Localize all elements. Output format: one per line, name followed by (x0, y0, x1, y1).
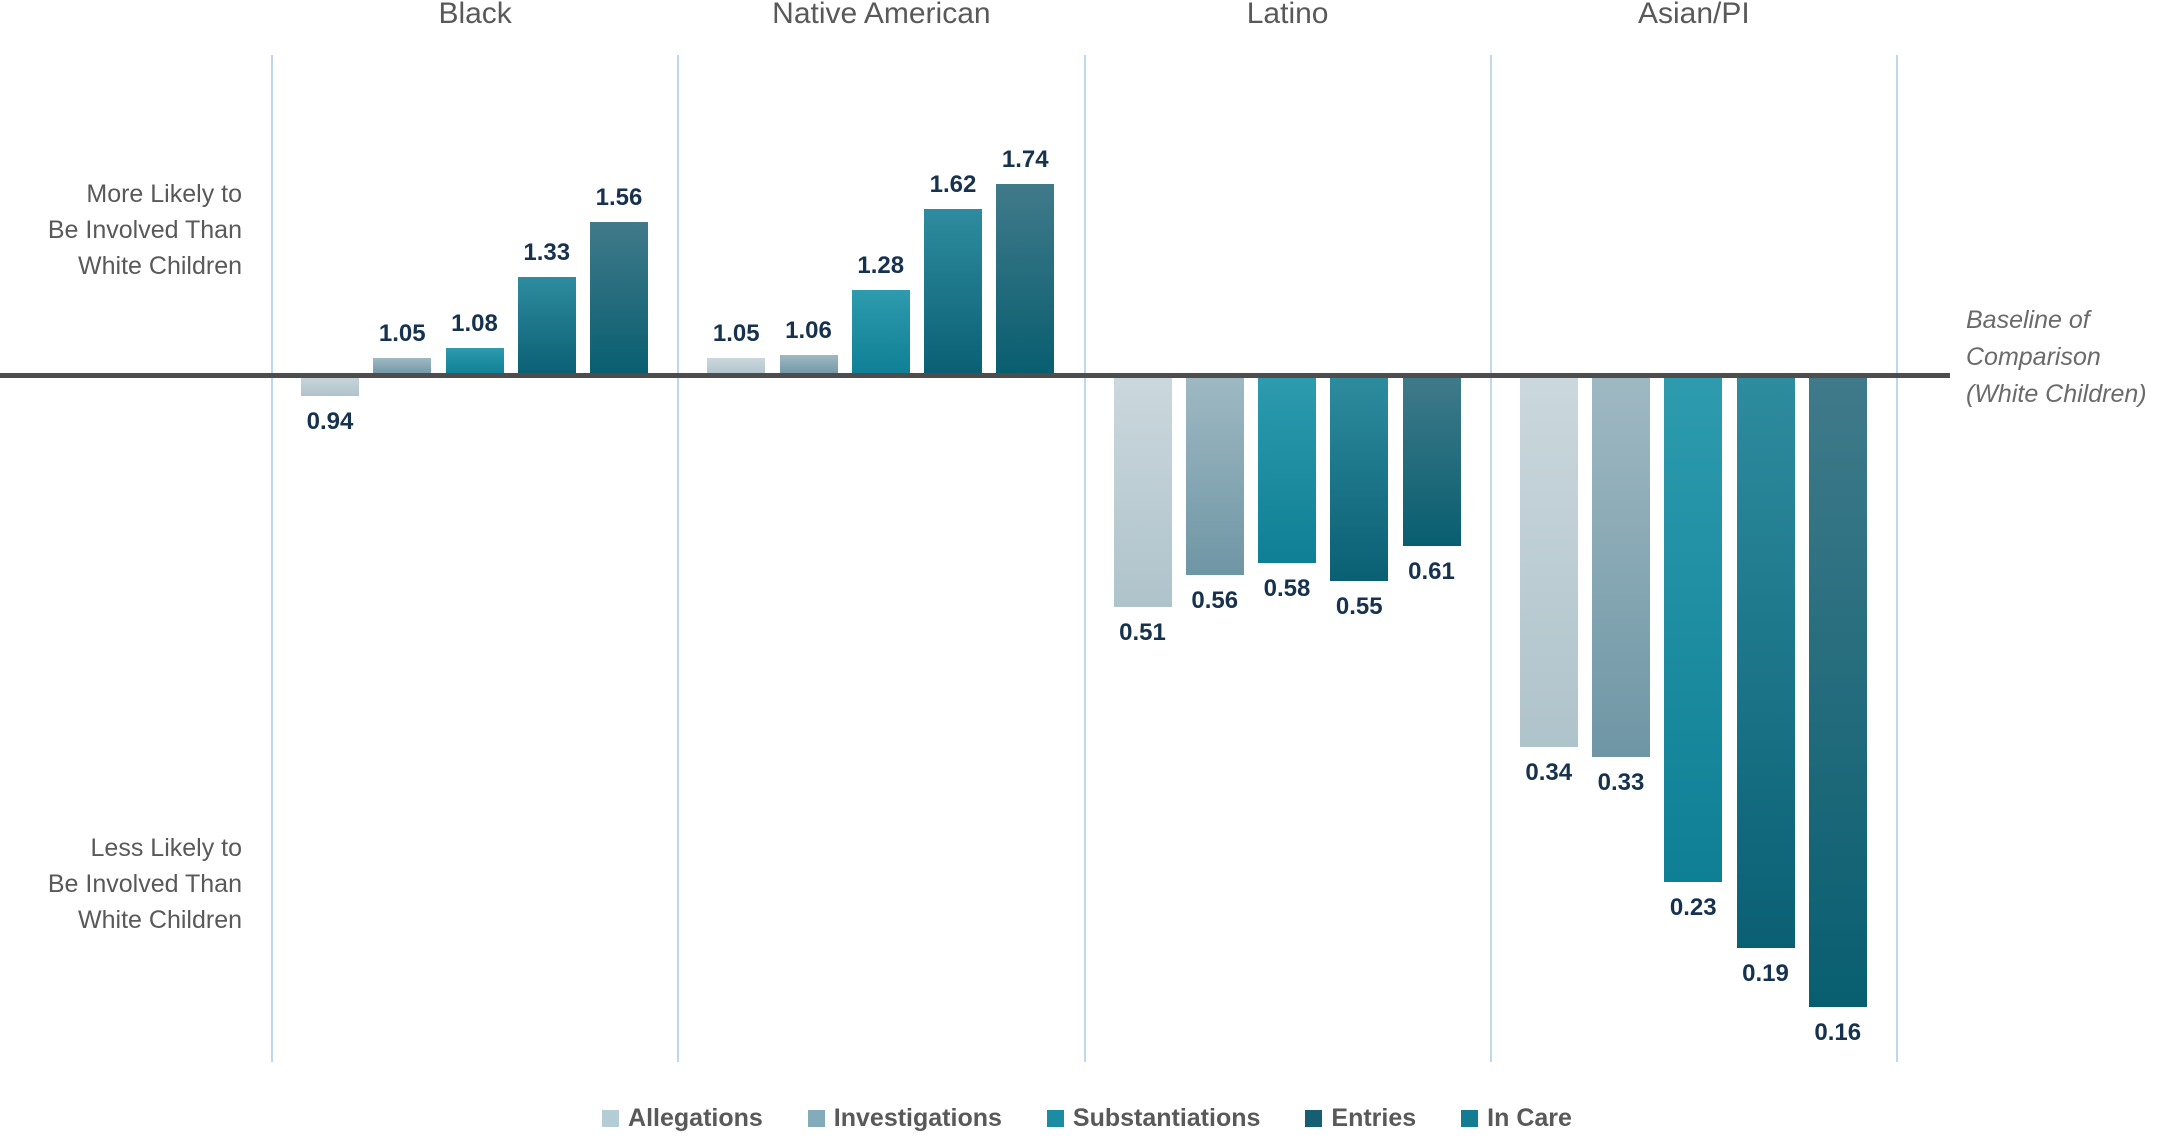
value-label-native-american-investigations: 1.06 (785, 317, 832, 344)
bar-black-investigations (373, 358, 432, 375)
value-label-latino-allegations: 0.51 (1119, 619, 1166, 646)
group-title-black: Black (438, 0, 512, 30)
baseline-annotation-line-1: Baseline of (1966, 306, 2090, 334)
bar-black-allegations (301, 375, 359, 396)
bar-asian-pi-entries (1736, 375, 1795, 948)
legend-label-allegations: Allegations (628, 1104, 763, 1132)
value-label-native-american-allegations: 1.05 (712, 320, 760, 347)
value-label-native-american-entries: 1.62 (929, 171, 977, 198)
less-likely-line-3: White Children (78, 906, 242, 934)
bar-latino-entries (1330, 375, 1389, 581)
value-label-asian-pi-investigations: 0.33 (1597, 769, 1645, 796)
bar-asian-pi-in-care (1808, 375, 1867, 1007)
panel-gridline-0 (271, 55, 273, 1062)
bar-latino-allegations (1113, 375, 1172, 607)
bar-asian-pi-investigations (1592, 375, 1650, 757)
value-label-asian-pi-allegations: 0.34 (1525, 759, 1573, 786)
panel-gridline-3 (1489, 55, 1492, 1062)
legend-swatch-substantiations (1046, 1110, 1064, 1127)
legend-swatch-entries (1305, 1110, 1323, 1127)
panel-gridline-2 (1083, 55, 1086, 1062)
baseline-annotation-line-2: Comparison (1966, 343, 2101, 371)
bar-native-american-investigations (779, 355, 838, 375)
bar-latino-in-care (1402, 375, 1461, 546)
bar-native-american-allegations (707, 358, 766, 375)
group-title-latino: Latino (1246, 0, 1329, 30)
less-likely-line-1: Less Likely to (90, 834, 242, 862)
legend-item-substantiations: Substantiations (1046, 1104, 1261, 1133)
baseline-annotation: Baseline of Comparison (White Children) (1966, 302, 2174, 413)
more-likely-axis-label: More Likely to Be Involved Than White Ch… (0, 176, 242, 284)
more-likely-line-3: White Children (78, 252, 242, 280)
value-label-latino-substantiations: 0.58 (1263, 575, 1311, 602)
bar-native-american-in-care (996, 184, 1055, 375)
value-label-black-substantiations: 1.08 (451, 310, 498, 337)
value-label-asian-pi-entries: 0.19 (1742, 960, 1789, 987)
value-label-asian-pi-substantiations: 0.23 (1669, 894, 1717, 921)
legend-label-substantiations: Substantiations (1072, 1104, 1261, 1132)
legend-swatch-investigations (807, 1110, 825, 1127)
bar-latino-investigations (1185, 375, 1244, 575)
bar-black-entries (517, 277, 576, 375)
more-likely-line-2: Be Involved Than (47, 216, 242, 244)
group-title-asian-pi: Asian/PI (1638, 0, 1750, 30)
legend-label-entries: Entries (1331, 1104, 1417, 1132)
baseline-line (0, 373, 1950, 378)
bar-native-american-entries (924, 209, 982, 375)
less-likely-line-2: Be Involved Than (47, 870, 242, 898)
value-label-native-american-substantiations: 1.28 (857, 252, 905, 279)
bar-asian-pi-substantiations (1664, 375, 1723, 882)
panel-gridline-4 (1896, 55, 1898, 1062)
value-label-black-allegations: 0.94 (306, 408, 354, 435)
value-label-black-entries: 1.33 (523, 239, 571, 266)
baseline-annotation-line-3: (White Children) (1966, 380, 2147, 408)
value-label-latino-investigations: 0.56 (1191, 587, 1239, 614)
bar-native-american-substantiations (851, 290, 910, 375)
legend-swatch-in-care (1461, 1110, 1479, 1127)
legend-item-entries: Entries (1305, 1104, 1416, 1133)
less-likely-axis-label: Less Likely to Be Involved Than White Ch… (0, 830, 242, 938)
value-label-black-investigations: 1.05 (378, 320, 426, 347)
legend-item-allegations: Allegations (602, 1104, 763, 1133)
bar-black-substantiations (445, 348, 504, 375)
value-label-native-american-in-care: 1.74 (1001, 146, 1049, 173)
legend-item-investigations: Investigations (807, 1104, 1002, 1133)
legend-swatch-allegations (602, 1110, 620, 1127)
value-label-latino-in-care: 0.61 (1408, 558, 1455, 585)
value-label-asian-pi-in-care: 0.16 (1814, 1019, 1862, 1046)
panel-gridline-1 (677, 55, 680, 1062)
value-label-black-in-care: 1.56 (595, 184, 643, 211)
more-likely-line-1: More Likely to (86, 180, 242, 208)
bar-asian-pi-allegations (1519, 375, 1578, 747)
bar-latino-substantiations (1258, 375, 1316, 563)
legend-label-in-care: In Care (1487, 1104, 1572, 1132)
value-label-latino-entries: 0.55 (1335, 593, 1383, 620)
legend-item-in-care: In Care (1461, 1104, 1572, 1133)
bar-black-in-care (590, 222, 648, 375)
legend: Allegations Investigations Substantiations… (0, 1104, 2174, 1133)
legend-label-investigations: Investigations (833, 1104, 1002, 1132)
group-title-native-american: Native American (772, 0, 991, 30)
